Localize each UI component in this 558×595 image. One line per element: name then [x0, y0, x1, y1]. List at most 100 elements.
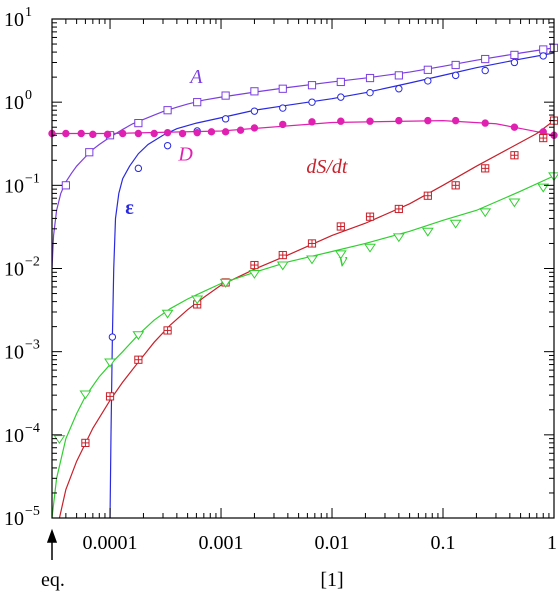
filled-circle-marker	[207, 128, 216, 136]
triangle-down-marker	[392, 233, 405, 243]
series-label: v	[338, 250, 347, 272]
y-tick-label: 10 −5	[4, 504, 40, 530]
boxed-plus-marker	[250, 260, 259, 270]
circle-marker	[163, 141, 172, 150]
y-tick-base: 10	[4, 508, 24, 530]
filled-circle-marker	[193, 128, 201, 137]
circle-marker	[308, 98, 316, 106]
y-tick-exponent: 1	[25, 5, 32, 20]
square-marker	[134, 119, 143, 128]
y-tick-label: 10 −4	[4, 421, 40, 447]
y-tick-base: 10	[4, 259, 24, 281]
square-marker	[278, 84, 287, 93]
eq-annotation: eq.	[41, 528, 65, 591]
circle-marker	[366, 88, 374, 97]
series-label: ε	[125, 197, 134, 219]
filled-circle-marker	[163, 128, 172, 137]
x-axis-label: [1]	[320, 569, 343, 591]
square-marker	[394, 71, 403, 80]
filled-circle-marker	[451, 116, 460, 125]
y-tick-base: 10	[4, 175, 24, 197]
circle-marker	[395, 85, 403, 93]
boxed-plus-marker	[451, 181, 460, 190]
y-tick-label: 10 −3	[4, 338, 40, 364]
filled-circle-marker	[366, 117, 374, 125]
square-marker	[365, 73, 375, 83]
x-tick-label: 0.0001	[83, 532, 138, 554]
series-label: D	[177, 143, 193, 165]
y-tick-exponent: 0	[25, 88, 32, 103]
filled-circle-marker	[250, 124, 259, 132]
filled-circle-marker	[178, 129, 187, 138]
boxed-plus-marker	[81, 438, 90, 447]
square-marker	[250, 87, 259, 96]
circle-marker	[134, 164, 143, 173]
circle-marker	[451, 71, 460, 80]
circle-marker	[337, 93, 345, 101]
circle-marker	[539, 52, 547, 60]
circle-marker	[108, 333, 117, 341]
filled-circle-marker	[118, 129, 127, 138]
circle-marker	[424, 77, 432, 85]
boxed-plus-marker	[539, 133, 548, 143]
square-marker	[539, 45, 548, 54]
triangle-down-marker	[219, 278, 232, 288]
square-marker	[307, 81, 317, 90]
filled-circle-marker	[77, 129, 85, 138]
series-curves	[52, 47, 554, 518]
triangle-down-marker	[132, 331, 145, 341]
series-line	[52, 47, 554, 269]
series-label: A	[188, 66, 203, 88]
series-line	[58, 120, 554, 518]
series-marker-group	[48, 116, 558, 139]
series-marker-group	[53, 172, 558, 445]
circle-marker	[481, 66, 489, 75]
y-tick-label: 10 −2	[4, 255, 40, 281]
boxed-plus-marker	[365, 212, 375, 221]
plot-frame	[51, 18, 555, 519]
y-tick-exponent: −3	[25, 338, 40, 353]
x-tick-label: 0.1	[431, 532, 456, 554]
square-marker	[221, 91, 230, 100]
filled-circle-marker	[337, 117, 345, 125]
triangle-down-marker	[479, 208, 492, 218]
square-marker	[193, 98, 202, 107]
square-marker	[61, 181, 70, 190]
filled-circle-marker	[308, 118, 316, 126]
y-tick-base: 10	[4, 92, 24, 114]
filled-circle-marker	[236, 126, 245, 134]
square-marker	[451, 60, 460, 70]
boxed-plus-marker	[336, 222, 345, 231]
filled-circle-marker	[481, 119, 489, 127]
y-tick-base: 10	[4, 425, 24, 447]
square-marker	[423, 65, 432, 74]
filled-circle-marker	[279, 120, 287, 129]
series-line	[52, 175, 554, 518]
y-tick-exponent: −2	[25, 255, 40, 270]
triangle-down-marker	[79, 390, 92, 400]
axis-ticks	[51, 18, 555, 519]
triangle-down-marker	[421, 227, 434, 237]
filled-circle-marker	[150, 129, 158, 138]
x-tick-label: 0.01	[315, 532, 350, 554]
boxed-plus-marker	[163, 326, 172, 335]
boxed-plus-marker	[423, 191, 432, 200]
x-tick-labels: 0.0001 0.001 0.01 0.1 1	[83, 532, 557, 554]
boxed-plus-marker	[394, 204, 403, 214]
boxed-plus-marker	[278, 250, 287, 260]
y-tick-base: 10	[4, 342, 24, 364]
filled-circle-marker	[510, 123, 519, 131]
y-tick-exponent: −4	[25, 421, 40, 436]
y-tick-base: 10	[4, 9, 24, 31]
triangle-down-marker	[191, 295, 204, 305]
triangle-down-marker	[104, 358, 116, 368]
triangle-down-marker	[161, 309, 174, 319]
square-marker	[85, 148, 94, 157]
eq-label: eq.	[41, 569, 65, 591]
y-tick-exponent: −5	[25, 504, 40, 519]
triangle-down-marker	[537, 183, 550, 193]
y-tick-label: 10 0	[4, 88, 32, 114]
circle-marker	[279, 104, 287, 112]
